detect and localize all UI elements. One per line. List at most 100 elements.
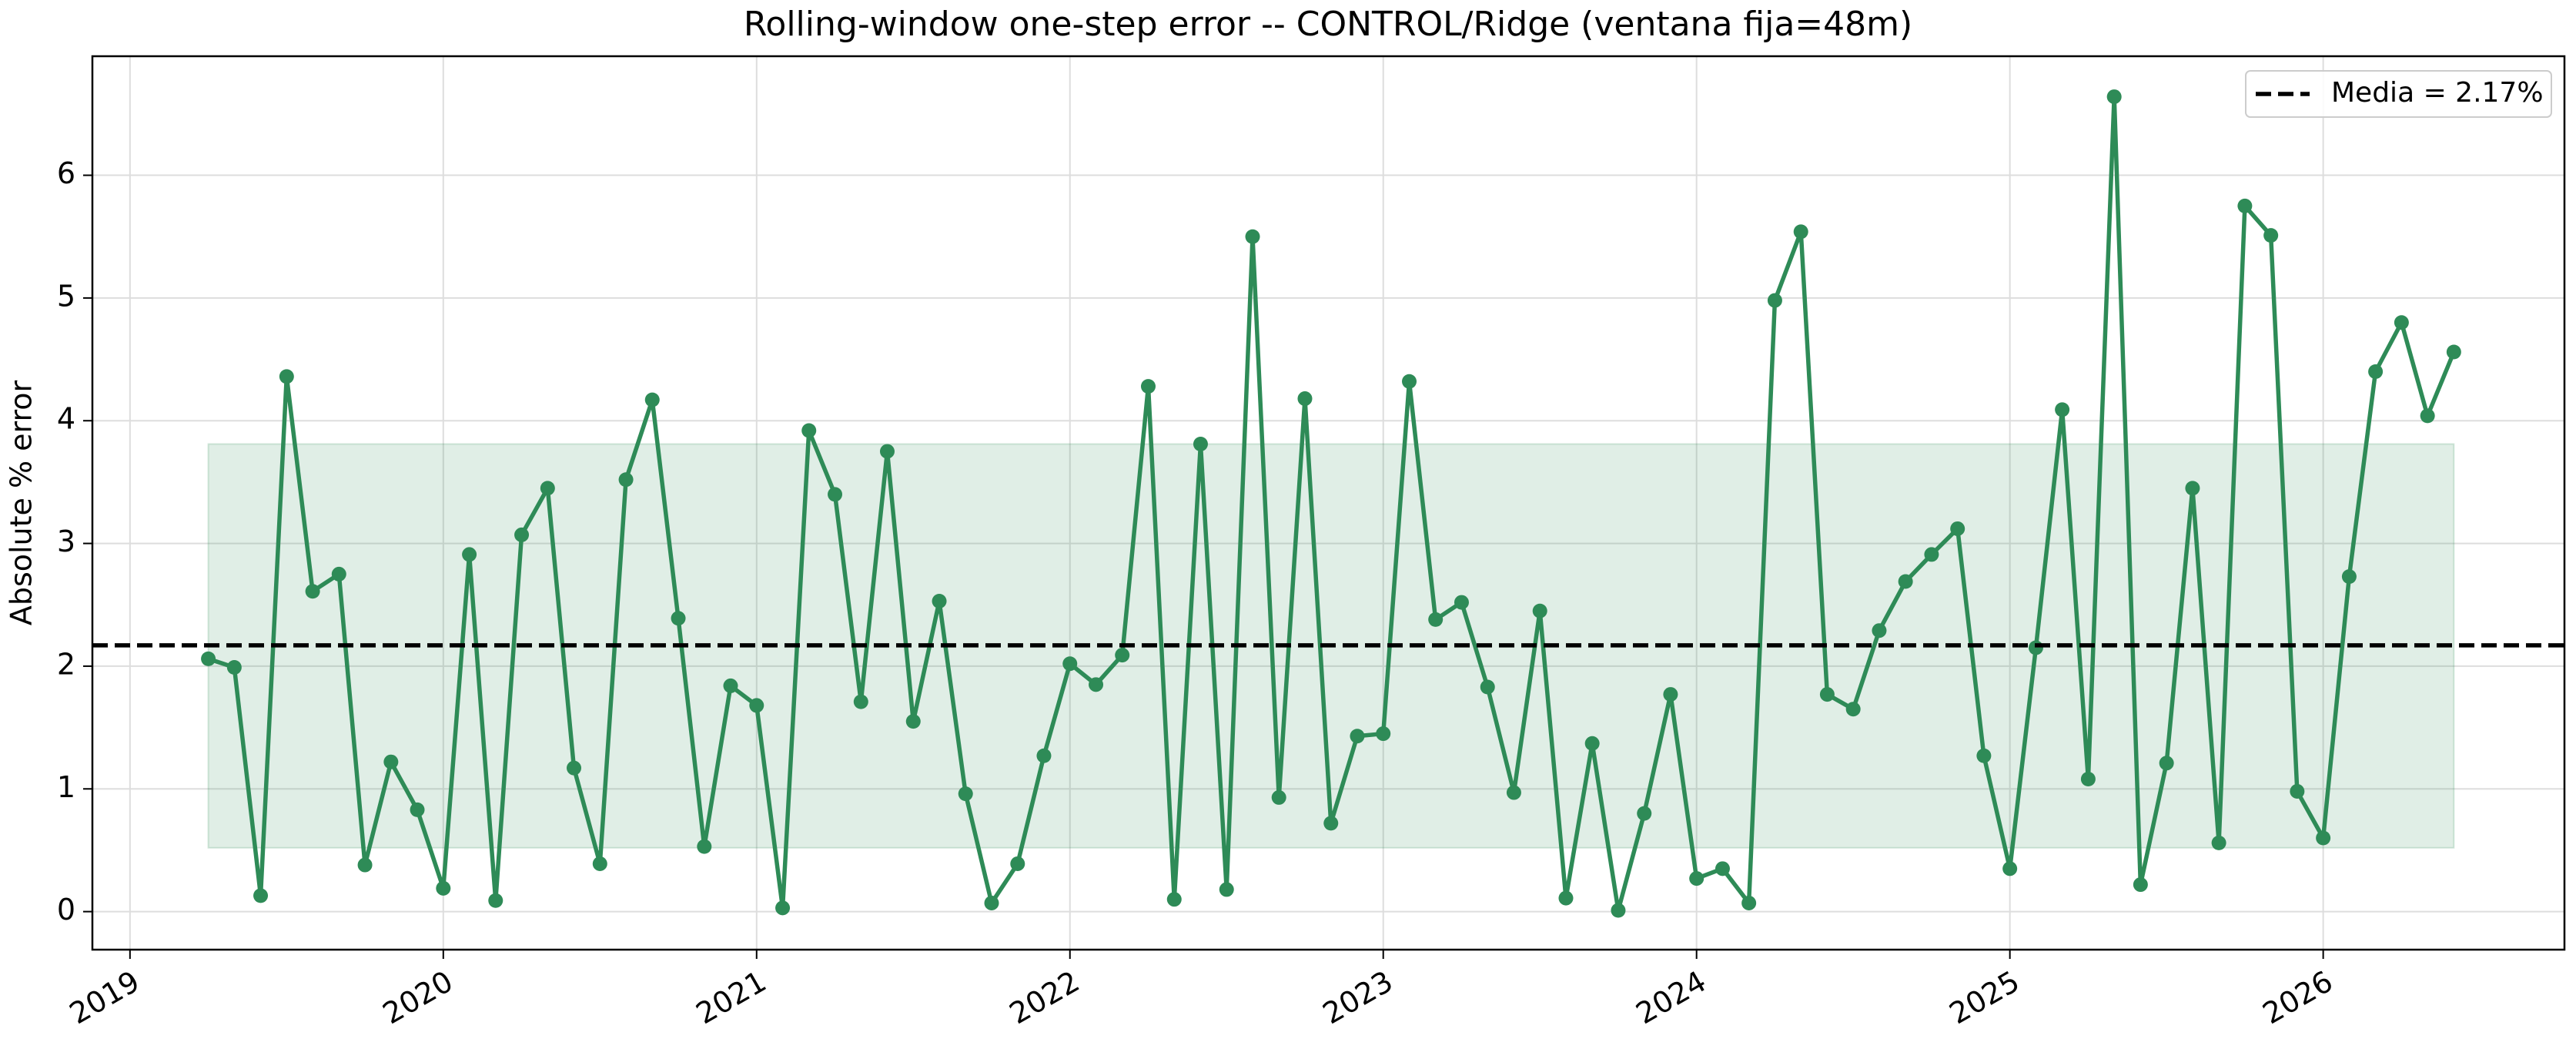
point <box>253 888 269 903</box>
point <box>1584 736 1600 751</box>
point <box>697 839 712 854</box>
point <box>567 760 582 776</box>
point <box>1323 816 1339 831</box>
point <box>2263 228 2279 243</box>
point <box>331 566 346 582</box>
point <box>1793 224 1808 240</box>
point <box>2341 569 2357 585</box>
point <box>905 714 921 729</box>
point <box>1741 895 1757 910</box>
point <box>644 392 660 407</box>
point <box>1297 391 1313 407</box>
point <box>226 660 242 675</box>
point <box>462 547 477 562</box>
point <box>1924 547 1939 562</box>
y-tick-label: 4 <box>57 402 75 436</box>
y-tick-label: 0 <box>57 893 75 927</box>
point <box>2237 198 2253 213</box>
point <box>540 481 555 496</box>
point <box>1845 702 1861 717</box>
point <box>1089 677 1104 692</box>
point <box>853 694 868 709</box>
point <box>1689 871 1705 887</box>
point <box>1454 595 1469 610</box>
point <box>514 527 530 542</box>
point <box>775 900 791 916</box>
x-tick-label: 2024 <box>1631 964 1712 1031</box>
x-tick-label: 2023 <box>1317 964 1399 1031</box>
point <box>488 893 503 908</box>
point <box>1193 437 1208 452</box>
point <box>2002 861 2018 876</box>
point <box>2055 402 2070 417</box>
point <box>1428 612 1444 627</box>
chart-title: Rolling-window one-step error -- CONTROL… <box>744 5 1912 44</box>
point <box>879 444 895 459</box>
point <box>2290 783 2305 799</box>
x-tick-label: 2021 <box>691 964 772 1031</box>
point <box>932 593 947 608</box>
point <box>801 423 817 438</box>
point <box>592 856 607 871</box>
point <box>618 472 634 488</box>
x-tick-label: 2020 <box>377 964 459 1031</box>
point <box>1898 574 1913 589</box>
point <box>2106 89 2122 105</box>
point <box>1611 903 1626 918</box>
point <box>1140 379 1156 394</box>
y-tick-label: 6 <box>57 156 75 190</box>
point <box>958 786 973 802</box>
point <box>2420 408 2435 424</box>
point <box>749 698 764 713</box>
point <box>201 651 216 666</box>
point <box>1950 521 1965 536</box>
x-tick-label: 2025 <box>1944 964 2026 1031</box>
y-tick-label: 3 <box>57 525 75 558</box>
point <box>1036 748 1052 763</box>
point <box>1219 882 1234 897</box>
point <box>1976 748 1992 763</box>
legend-box <box>2245 70 2552 118</box>
point <box>1376 726 1391 742</box>
point <box>2446 344 2461 360</box>
point <box>2159 756 2174 771</box>
point <box>1271 789 1286 805</box>
point <box>1558 890 1574 906</box>
point <box>671 611 686 626</box>
y-tick-label: 2 <box>57 647 75 681</box>
point <box>1401 374 1417 389</box>
point <box>436 880 451 896</box>
point <box>2185 481 2200 496</box>
y-tick-label: 1 <box>57 770 75 804</box>
point <box>1715 861 1730 876</box>
point <box>2316 830 2331 846</box>
point <box>1115 648 1130 663</box>
point <box>1637 806 1652 821</box>
x-tick-label: 2019 <box>64 964 146 1031</box>
point <box>723 678 738 693</box>
point <box>1506 785 1521 800</box>
point <box>383 754 399 769</box>
point <box>305 584 320 599</box>
point <box>2368 364 2384 380</box>
point <box>410 802 425 817</box>
point <box>1062 656 1078 672</box>
point <box>2133 877 2148 893</box>
point <box>2080 772 2096 787</box>
point <box>1480 679 1495 695</box>
point <box>1350 729 1365 744</box>
y-tick-label: 5 <box>57 279 75 313</box>
point <box>1532 603 1547 618</box>
point <box>2028 640 2043 655</box>
point <box>828 487 843 502</box>
point <box>1663 687 1678 702</box>
y-axis-label: Absolute % error <box>5 380 38 625</box>
point <box>1767 293 1782 308</box>
point <box>984 895 999 910</box>
x-tick-label: 2022 <box>1004 964 1086 1031</box>
point <box>1819 687 1835 702</box>
point <box>1872 623 1887 638</box>
point <box>2211 835 2226 850</box>
